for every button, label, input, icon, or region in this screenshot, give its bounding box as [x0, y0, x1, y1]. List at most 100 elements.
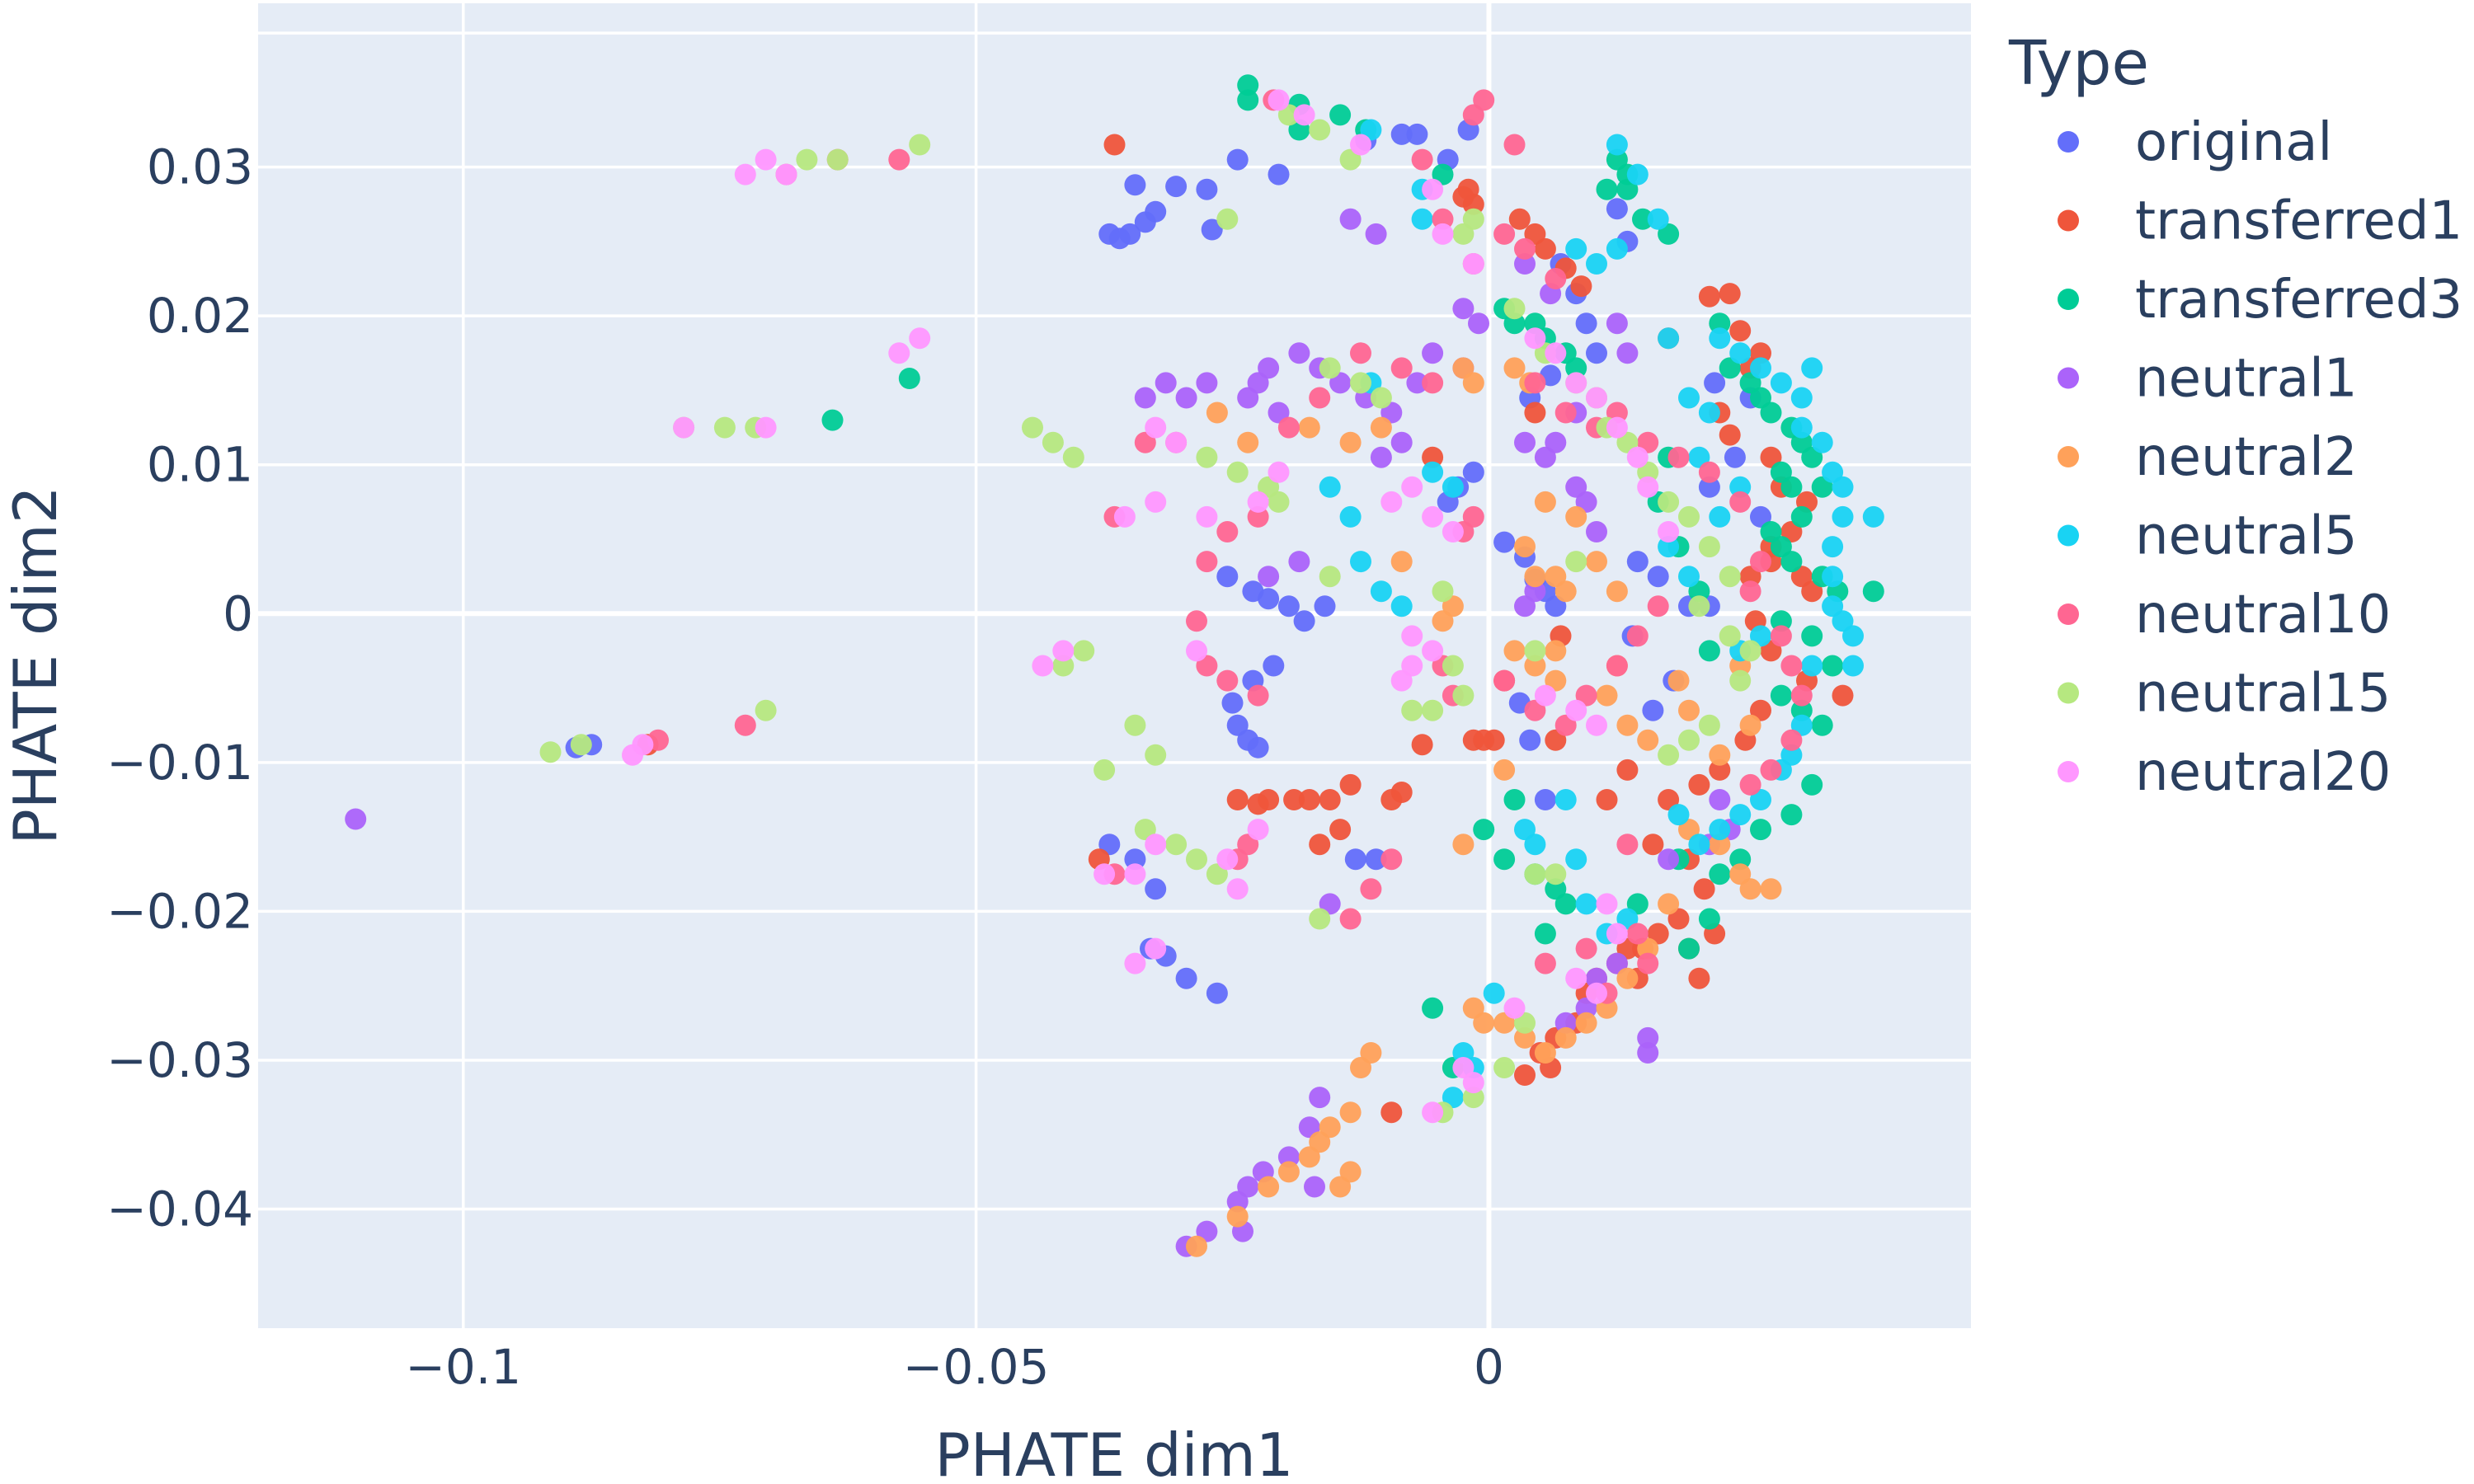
point-neutral2-12 — [1524, 566, 1546, 588]
point-neutral15-18 — [1719, 625, 1741, 647]
point-transferred1-47 — [1688, 967, 1710, 989]
point-transferred3-40 — [1770, 684, 1792, 707]
legend-item-neutral2[interactable]: neutral2 — [2058, 427, 2358, 488]
point-transferred1-10 — [1750, 342, 1771, 364]
point-neutral2-26 — [1678, 699, 1700, 721]
point-neutral15-23 — [1658, 744, 1680, 766]
point-neutral10-24 — [1760, 758, 1782, 781]
point-transferred3-4 — [1329, 104, 1352, 126]
point-original-38 — [1258, 588, 1280, 610]
point-original-2 — [1145, 200, 1167, 223]
point-neutral1-7 — [1616, 342, 1639, 364]
point-neutral10-22 — [1790, 684, 1813, 707]
legend-item-neutral10[interactable]: neutral10 — [2058, 585, 2391, 646]
point-transferred1-24 — [1832, 684, 1854, 707]
point-neutral5-10 — [1709, 327, 1731, 350]
point-neutral10-32 — [1422, 372, 1444, 394]
point-neutral5-2 — [1586, 253, 1607, 275]
legend-marker-neutral2 — [2058, 446, 2079, 467]
point-neutral5-41 — [1709, 505, 1731, 528]
point-neutral1-25 — [1268, 402, 1290, 424]
point-neutral2-9 — [1534, 491, 1556, 513]
point-neutral1-29 — [1134, 387, 1156, 409]
point-neutral2-1 — [1462, 372, 1484, 394]
point-neutral15-17 — [1688, 595, 1710, 618]
point-neutral2-2 — [1503, 357, 1526, 379]
point-neutral1-3 — [1468, 312, 1489, 335]
point-neutral1-1 — [1365, 223, 1387, 245]
point-neutral2-29 — [1709, 744, 1731, 766]
point-neutral20-42 — [1032, 655, 1054, 677]
point-neutral2-27 — [1729, 655, 1752, 677]
point-neutral15-66 — [1565, 551, 1587, 573]
point-original-60 — [1365, 848, 1387, 871]
gridlines — [258, 3, 1971, 1328]
legend-item-neutral5[interactable]: neutral5 — [2058, 506, 2358, 567]
legend-item-neutral15[interactable]: neutral15 — [2058, 664, 2391, 725]
point-neutral2-39 — [1575, 1012, 1597, 1034]
y-tick-label-6: −0.03 — [106, 1032, 253, 1088]
legend-label-neutral2: neutral2 — [2135, 427, 2358, 488]
legend-item-transferred1[interactable]: transferred1 — [2058, 191, 2462, 252]
point-neutral5-1 — [1565, 237, 1587, 260]
point-transferred1-32 — [1693, 878, 1715, 900]
point-neutral5-48 — [1319, 476, 1341, 498]
legend-item-transferred3[interactable]: transferred3 — [2058, 270, 2462, 331]
y-axis-title: PHATE dim2 — [1, 486, 70, 844]
legend-item-neutral1[interactable]: neutral1 — [2058, 349, 2358, 410]
point-neutral10-11 — [1554, 402, 1577, 424]
point-neutral10-45 — [1462, 505, 1484, 528]
x-tick-label-2: 0 — [1474, 1339, 1504, 1395]
point-neutral20-8 — [1565, 372, 1587, 394]
point-original-45 — [1226, 714, 1249, 736]
point-neutral2-24 — [1637, 729, 1659, 751]
point-neutral15-26 — [1370, 387, 1392, 409]
point-transferred1-6 — [1570, 275, 1592, 298]
point-original-9 — [1226, 148, 1249, 171]
point-transferred1-33 — [1667, 908, 1690, 930]
point-neutral10-25 — [1739, 773, 1761, 796]
point-transferred1-61 — [1319, 789, 1341, 810]
legend-item-neutral20[interactable]: neutral20 — [2058, 742, 2391, 803]
legend-label-transferred1: transferred1 — [2135, 191, 2462, 252]
point-neutral1-24 — [1237, 387, 1259, 409]
point-neutral15-47 — [1042, 431, 1064, 453]
point-neutral5-33 — [1729, 804, 1752, 826]
point-neutral15-5 — [1462, 208, 1484, 230]
legend-label-neutral15: neutral15 — [2135, 664, 2391, 725]
point-transferred1-7 — [1698, 285, 1720, 308]
point-neutral20-7 — [1545, 342, 1567, 364]
point-original-53 — [1175, 967, 1197, 989]
point-neutral15-51 — [539, 741, 562, 763]
point-neutral5-46 — [1390, 595, 1413, 618]
point-neutral20-51 — [622, 744, 643, 766]
x-tick-label-0: −0.1 — [405, 1339, 521, 1395]
point-original-33 — [1647, 566, 1669, 588]
point-neutral10-21 — [1780, 655, 1803, 677]
point-neutral5-39 — [1678, 566, 1700, 588]
point-transferred1-59 — [1380, 789, 1403, 810]
point-neutral2-41 — [1534, 1042, 1556, 1064]
point-transferred1-30 — [1642, 834, 1664, 856]
point-transferred3-15 — [1524, 312, 1546, 335]
point-neutral5-15 — [1801, 357, 1823, 379]
point-neutral20-12 — [1637, 476, 1659, 498]
point-neutral15-16 — [1719, 566, 1741, 588]
point-neutral1-27 — [1175, 387, 1197, 409]
point-neutral15-62 — [1462, 1087, 1484, 1109]
point-neutral2-59 — [1493, 758, 1516, 781]
point-neutral20-53 — [1452, 1057, 1475, 1078]
point-neutral10-16 — [1698, 461, 1720, 483]
point-original-61 — [1344, 848, 1366, 871]
legend-item-original[interactable]: original — [2058, 112, 2332, 173]
point-original-31 — [1545, 595, 1567, 618]
point-neutral20-27 — [1534, 684, 1556, 707]
legend-label-neutral10: neutral10 — [2135, 585, 2391, 646]
point-transferred3-41 — [1790, 699, 1813, 721]
point-neutral10-39 — [1196, 551, 1218, 573]
point-neutral1-16 — [1370, 446, 1392, 468]
point-neutral5-11 — [1729, 342, 1752, 364]
point-neutral10-67 — [1637, 952, 1659, 974]
point-neutral1-32 — [1565, 476, 1587, 498]
